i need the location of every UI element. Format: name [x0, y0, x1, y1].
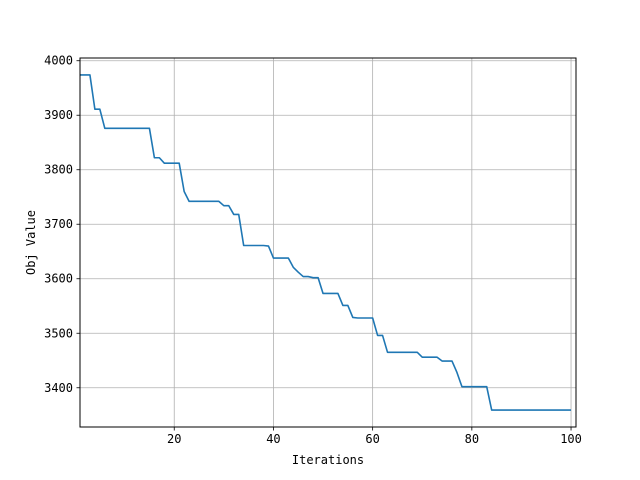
- x-tick-label: 40: [266, 432, 280, 446]
- y-tick-label: 3600: [44, 272, 73, 286]
- x-tick-label: 60: [365, 432, 379, 446]
- grid-lines: [80, 58, 576, 427]
- y-tick-label: 3700: [44, 217, 73, 231]
- x-axis-label: Iterations: [292, 453, 364, 467]
- x-tick-label: 80: [465, 432, 479, 446]
- series-line: [80, 74, 572, 411]
- y-tick-label: 4000: [44, 54, 73, 68]
- y-tick-label: 3900: [44, 108, 73, 122]
- series-group: [80, 74, 572, 411]
- x-axis: 20 40 60 80 100: [167, 427, 582, 446]
- y-axis: 3400 3500 3600 3700 3800 3900 4000: [44, 54, 80, 395]
- x-tick-label: 20: [167, 432, 181, 446]
- y-axis-label: Obj Value: [24, 210, 38, 275]
- plot-area-frame: [79, 57, 577, 428]
- y-tick-label: 3400: [44, 381, 73, 395]
- x-tick-label: 100: [560, 432, 582, 446]
- y-tick-label: 3500: [44, 326, 73, 340]
- y-tick-label: 3800: [44, 163, 73, 177]
